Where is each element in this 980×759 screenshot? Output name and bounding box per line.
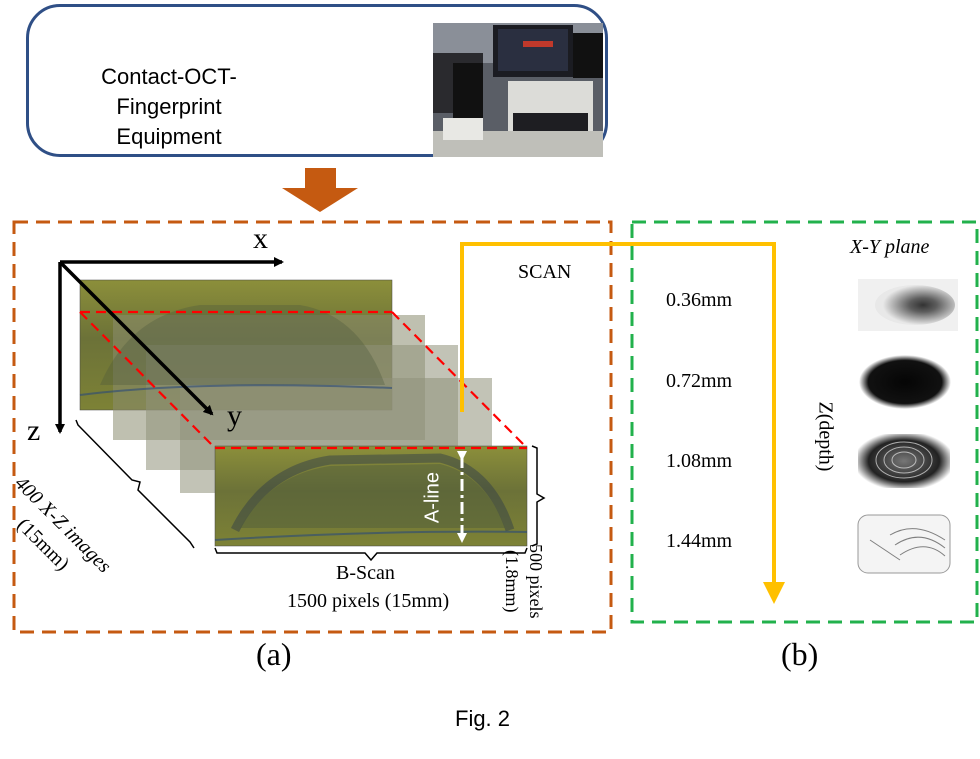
a-line-label: A-line — [421, 471, 444, 524]
depth-label: 1.08mm — [666, 450, 733, 472]
fingerprint-thumbnails — [857, 279, 958, 574]
height-label: 500 pixels (1.8mm) — [500, 544, 548, 619]
fingerprint-image — [859, 355, 951, 409]
axis-z-label: z — [27, 414, 41, 447]
depth-label: 0.36mm — [666, 289, 733, 311]
scan-path — [460, 242, 776, 590]
bscan-label: B-Scan — [336, 562, 395, 584]
y-axis-arrow — [58, 260, 214, 416]
bscan-front-slice — [214, 445, 528, 547]
stack-brace — [75, 419, 195, 549]
equipment-label-line2: Equipment — [116, 124, 222, 149]
height-label-line2: (1.8mm) — [502, 550, 522, 613]
depth-axis-label: Z(depth) — [814, 401, 837, 472]
axis-x-label: x — [253, 222, 268, 255]
width-label: 1500 pixels (15mm) — [287, 590, 450, 612]
depth-label: 0.72mm — [666, 370, 733, 392]
panel-a-caption: (a) — [256, 636, 292, 672]
section-outline — [79, 310, 528, 450]
equipment-label-line1: Contact-OCT-Fingerprint — [101, 64, 237, 119]
scan-label: SCAN — [518, 261, 572, 283]
depth-label: 1.44mm — [666, 530, 733, 552]
scan-arrow-head-icon — [763, 582, 785, 604]
equipment-box: Contact-OCT-Fingerprint Equipment — [26, 4, 608, 157]
down-arrow-icon — [282, 168, 358, 212]
fingerprint-image — [858, 434, 950, 488]
height-label-line1: 500 pixels — [526, 544, 546, 619]
equipment-label: Contact-OCT-Fingerprint Equipment — [79, 62, 259, 152]
equipment-photo — [433, 23, 603, 157]
bscan-stack — [79, 279, 528, 547]
panel-a-box — [12, 220, 613, 634]
panel-b-caption: (b) — [781, 636, 819, 672]
panel-b-box — [630, 220, 979, 624]
height-brace — [531, 445, 546, 547]
axis-y-label: y — [227, 399, 242, 432]
plane-label: X-Y plane — [850, 236, 930, 258]
figure-caption: Fig. 2 — [455, 706, 511, 731]
width-brace — [214, 547, 528, 562]
fingerprint-image — [857, 514, 951, 574]
